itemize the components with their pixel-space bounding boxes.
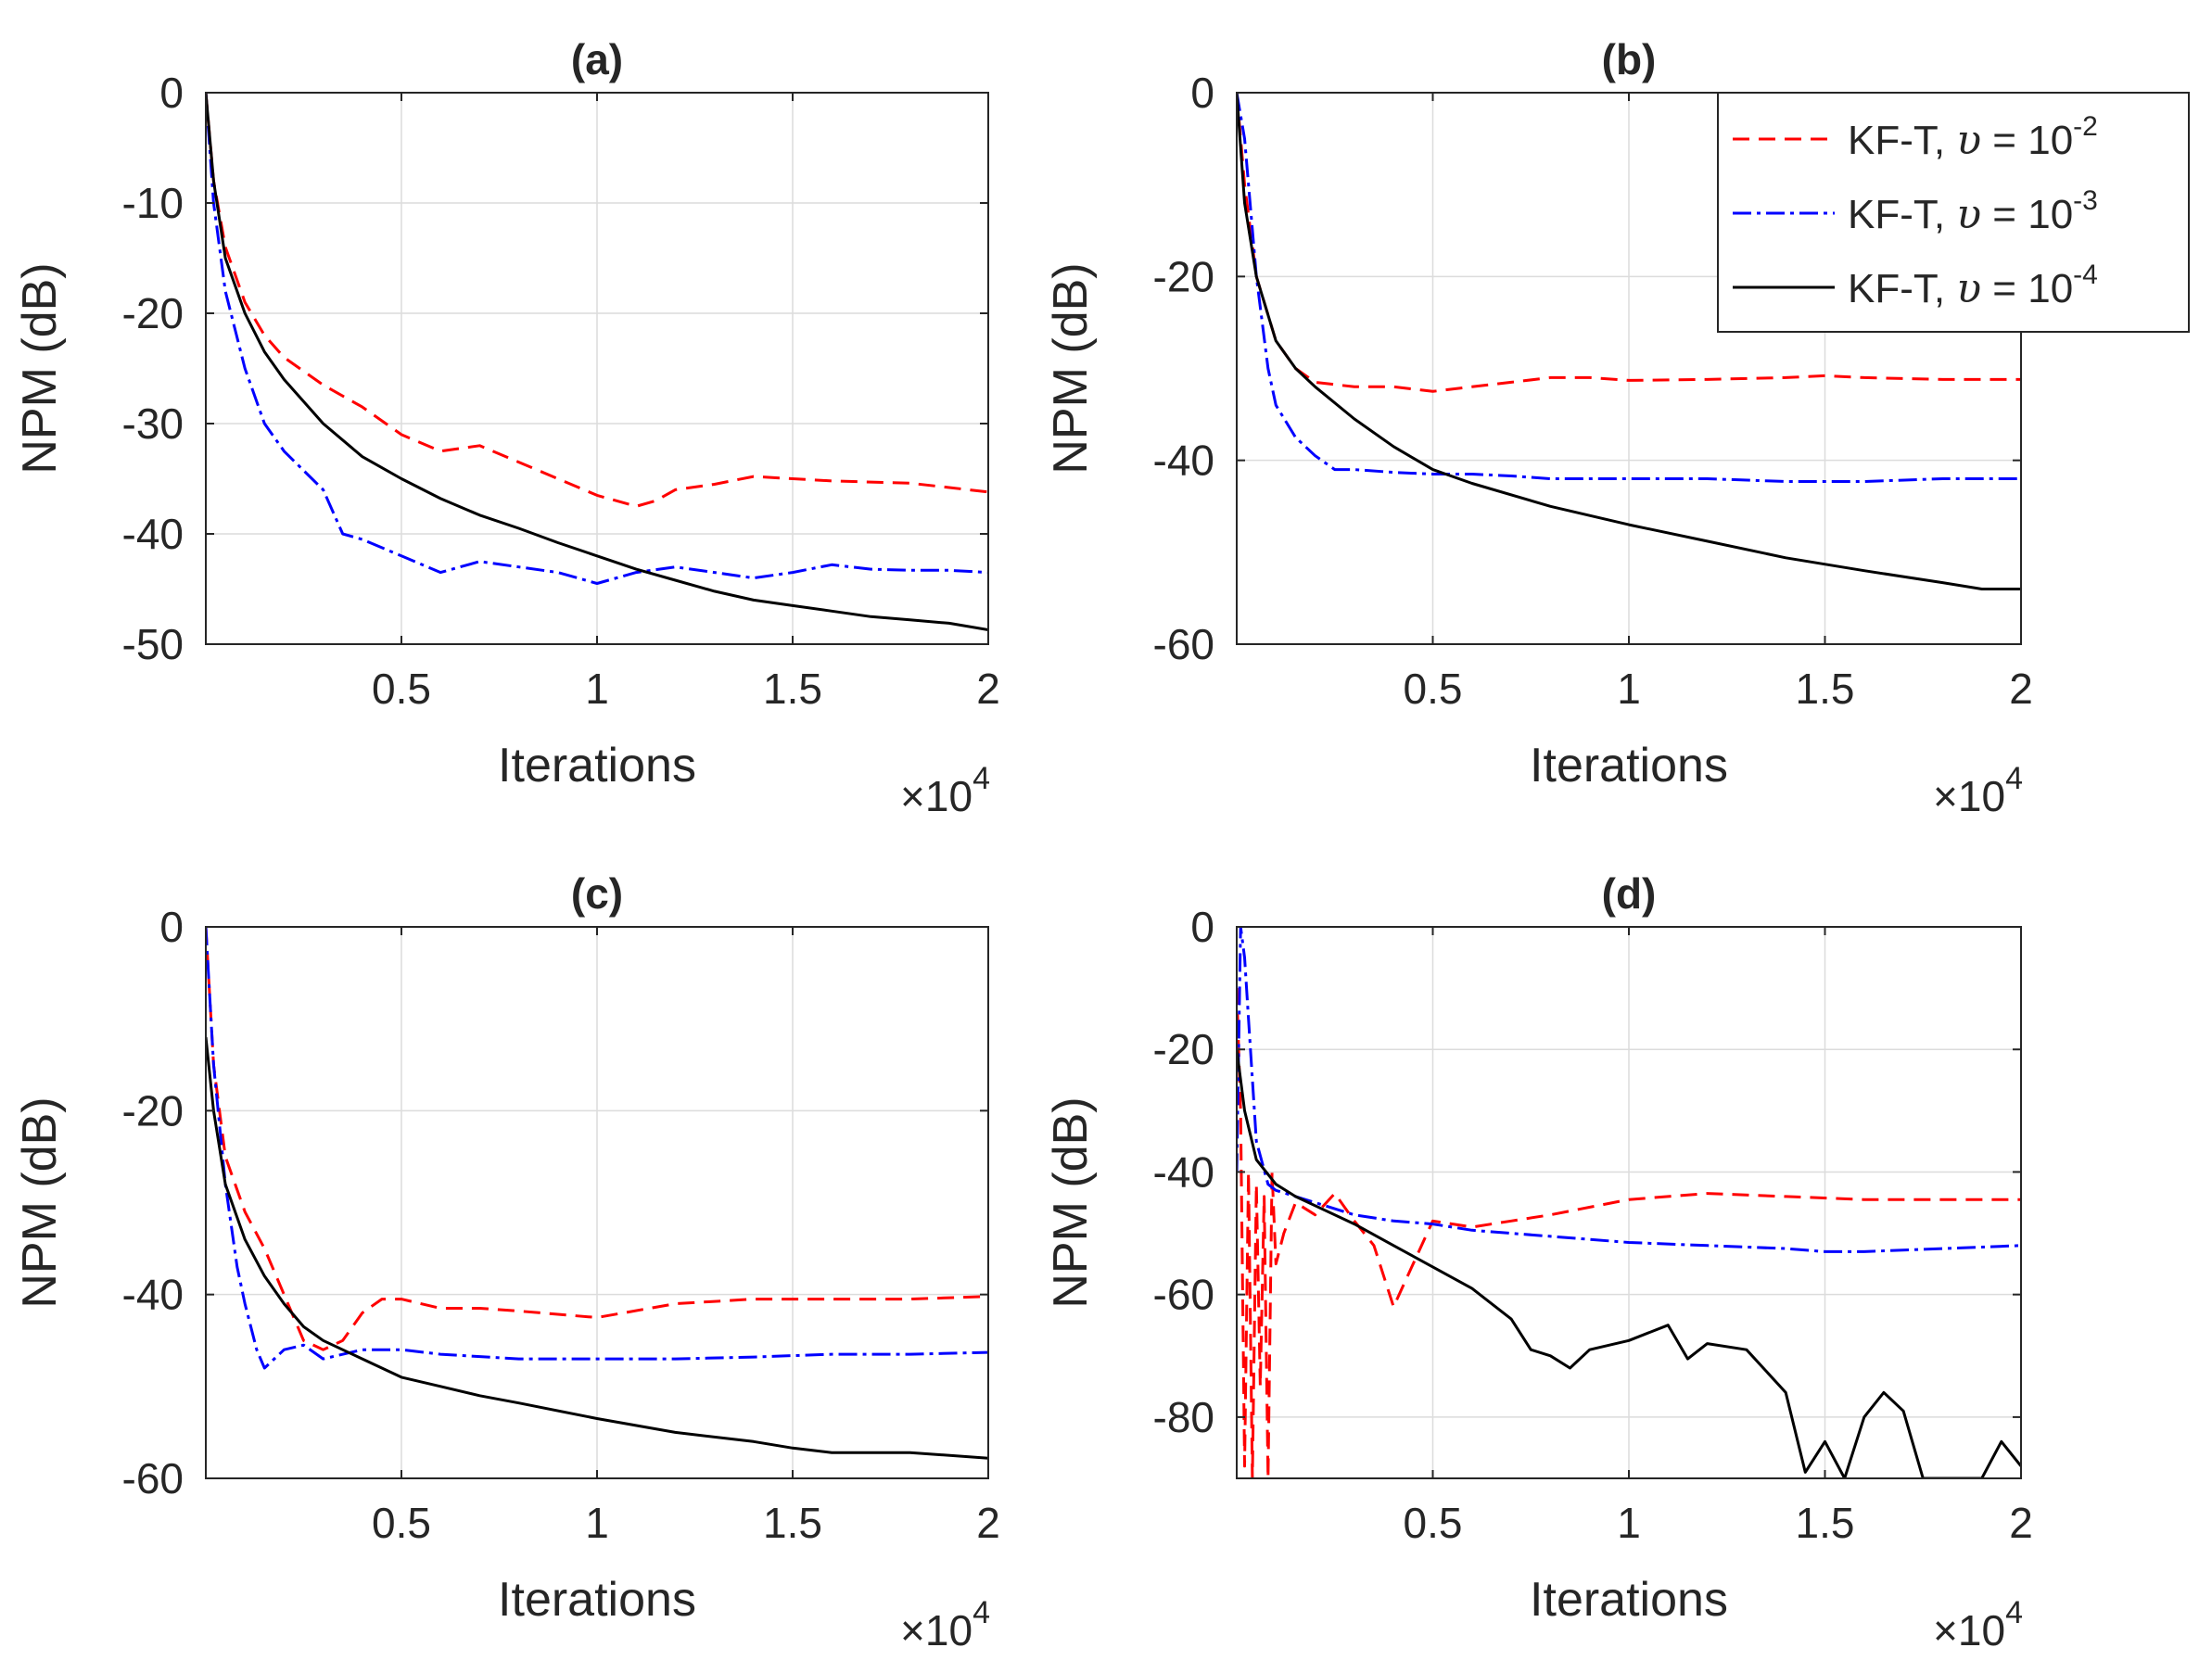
grid-lines [206,926,989,1479]
x-tick-label: 2 [2009,1499,2033,1547]
series-line-solid [206,1036,988,1460]
legend-exponent: -4 [2073,260,2098,290]
x-tick-label: 1.5 [1796,1499,1855,1547]
x-tick-label: 1 [585,665,609,713]
y-tick-label: -20 [122,289,184,337]
grid-lines [206,92,989,645]
x-axis-multiplier: ×104 [900,1595,990,1654]
x-tick-label: 1.5 [763,665,822,713]
series-line-dashdot [206,93,988,585]
y-tick-label: -30 [122,399,184,448]
series-line-dashed [1237,988,2021,1478]
legend-rest: = 10 [1981,192,2073,237]
panel-c: 0.5 1 1.5 2 0 -20 -40 -60 (c) Iterations NPM (dB) ×… [13,869,1000,1654]
x-axis-label: Iterations [498,1573,696,1627]
x-tick-label: 0.5 [372,1499,431,1547]
x-tick-label: 1 [1617,1499,1641,1547]
x-tick-label: 1 [1617,665,1641,713]
y-tick-label: -10 [122,179,184,227]
y-tick-label: 0 [159,69,184,117]
y-tick-label: -20 [1153,252,1214,300]
x-axis-label: Iterations [498,739,696,792]
series-line-dashdot [206,927,988,1370]
multiplier-exponent: 4 [2005,1595,2023,1630]
legend-symbol: υ [1956,191,1981,238]
series-line-dashed [206,93,988,508]
multiplier-base: ×10 [1933,772,2005,820]
y-tick-label: -20 [122,1086,184,1134]
x-tick-label: 0.5 [1404,665,1463,713]
legend-rest: = 10 [1981,266,2073,311]
y-axis-label: NPM (dB) [1044,262,1098,474]
y-tick-label: 0 [1190,69,1214,117]
legend-prefix: KF-T, [1848,118,1956,163]
x-axis-multiplier: ×104 [1933,761,2023,820]
y-tick-label: -60 [122,1454,184,1502]
x-tick-label: 1.5 [1796,665,1855,713]
x-tick-label: 2 [2009,665,2033,713]
series-line-dashdot [1237,927,2021,1253]
series-line-dashed [206,927,988,1351]
y-tick-label: -20 [1153,1025,1214,1073]
y-axis-label: NPM (dB) [13,1096,67,1308]
legend-rest: = 10 [1981,118,2073,163]
grid-lines [1237,926,2022,1478]
panel-title: (d) [1602,869,1657,918]
multiplier-exponent: 4 [2005,761,2023,796]
y-tick-label: -80 [1153,1393,1214,1441]
x-axis-multiplier: ×104 [900,761,990,820]
y-tick-label: 0 [1190,903,1214,951]
legend-symbol: υ [1956,117,1981,164]
legend-exponent: -3 [2073,185,2098,216]
legend-entry-label: KF-T, υ = 10-4 [1848,260,2098,312]
multiplier-base: ×10 [900,772,973,820]
x-tick-label: 2 [976,1499,1000,1547]
series-line-solid [206,93,988,631]
multiplier-base: ×10 [1933,1606,2005,1654]
panel-a: 0.5 1 1.5 2 0 -10 -20 -30 -40 -50 (a) Iterations NPM… [13,35,1000,820]
legend-exponent: -2 [2073,111,2098,142]
x-axis-multiplier: ×104 [1933,1595,2023,1654]
x-tick-label: 0.5 [1404,1499,1463,1547]
y-tick-label: -40 [122,510,184,558]
legend-frame [1717,92,2190,333]
legend: KF-T, υ = 10-2KF-T, υ = 10-3KF-T, υ = 10… [1717,92,2190,333]
x-axis-label: Iterations [1530,1573,1728,1627]
legend-symbol: υ [1956,265,1981,312]
y-tick-label: -40 [122,1271,184,1319]
series-line-solid [1237,1049,2021,1478]
x-tick-label: 1 [585,1499,609,1547]
x-tick-label: 0.5 [372,665,431,713]
x-tick-label: 1.5 [763,1499,822,1547]
legend-prefix: KF-T, [1848,266,1956,311]
panel-d: 0.5 1 1.5 2 0 -20 -40 -60 -80 (d) Iterations NPM (d… [1044,869,2033,1654]
series-line-dashed [1237,93,2021,393]
y-tick-label: -60 [1153,1271,1214,1319]
multiplier-exponent: 4 [973,761,990,796]
y-tick-label: -40 [1153,1147,1214,1196]
x-axis-label: Iterations [1530,739,1728,792]
y-tick-label: -60 [1153,620,1214,668]
x-tick-label: 2 [976,665,1000,713]
panel-title: (b) [1602,35,1657,83]
legend-prefix: KF-T, [1848,192,1956,237]
y-tick-label: -40 [1153,437,1214,485]
multiplier-exponent: 4 [973,1595,990,1630]
y-axis-label: NPM (dB) [13,262,67,474]
y-tick-label: 0 [159,903,184,951]
legend-entry-label: KF-T, υ = 10-2 [1848,111,2098,164]
series-line-dashdot [1237,93,2021,483]
y-tick-label: -50 [122,620,184,668]
legend-entry-label: KF-T, υ = 10-3 [1848,185,2098,238]
y-axis-label: NPM (dB) [1044,1096,1098,1308]
panel-title: (c) [571,869,623,918]
panel-title: (a) [571,35,623,83]
multiplier-base: ×10 [900,1606,973,1654]
series-line-solid [1237,93,2021,590]
